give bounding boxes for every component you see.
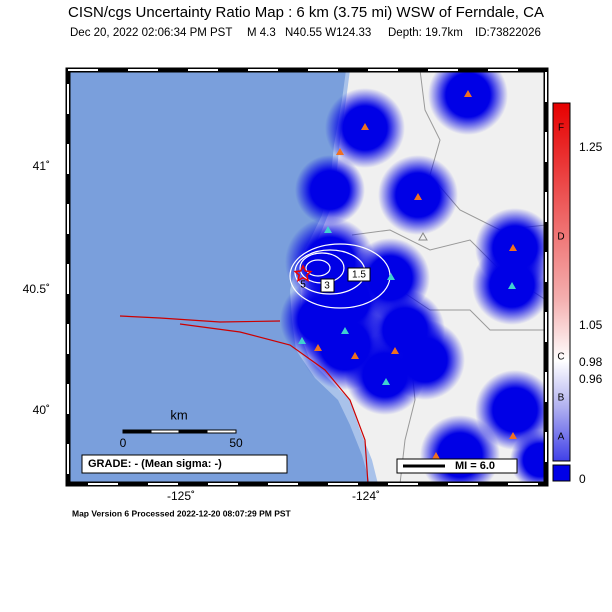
contour-label: 3 [324,281,330,292]
contour-label: 1.5 [352,270,366,281]
stations [298,90,517,459]
colorbar-tick: 0 [579,472,586,486]
colorbar-letter: D [557,232,564,243]
location: N40.55 W124.33 [285,27,371,39]
lon-label: -125˚ [167,489,195,503]
colorbar-letter: C [557,352,564,363]
magnitude: M 4.3 [247,27,276,39]
colorbar-tick: 0.98 [579,355,603,369]
lon-label: -124˚ [352,489,380,503]
colorbar-zero [552,464,571,482]
colorbar-tick: 1.05 [579,318,603,332]
colorbar-letter: A [558,432,565,443]
grade-box [81,454,288,474]
colorbar-tick: 1.25 [579,140,603,154]
mi-legend-box [396,458,518,474]
map-frame-ticks [67,69,547,485]
title: CISN/cgs Uncertainty Ratio Map : 6 km (3… [68,4,544,21]
scale-bar [122,429,237,434]
date: Dec 20, 2022 02:06:34 PM PST [70,27,232,39]
lat-label: 40˚ [33,403,50,417]
event-id: ID:73822026 [475,27,541,39]
lat-label: 41˚ [33,159,50,173]
contour-label-box [347,267,371,282]
faults [119,315,369,484]
contour-label-box [320,278,335,293]
mi-legend: MI = 6.0 [455,460,495,472]
contour-label: 5 [300,280,306,291]
colorbar-letter: B [558,393,565,404]
scale-label: 0 [120,436,127,450]
scale-label: 50 [229,436,243,450]
colorbar-letter: F [558,123,564,134]
colorbar [552,102,571,462]
lat-label: 40.5˚ [23,282,50,296]
footer: Map Version 6 Processed 2022-12-20 08:07… [72,508,292,518]
depth: Depth: 19.7km [388,27,463,39]
scale-title: km [170,407,187,422]
map-body: 1.5 3 5 [68,70,546,484]
grade: GRADE: - (Mean sigma: -) [88,458,222,470]
epicenter [293,264,313,282]
colorbar-tick: 0.96 [579,372,603,386]
